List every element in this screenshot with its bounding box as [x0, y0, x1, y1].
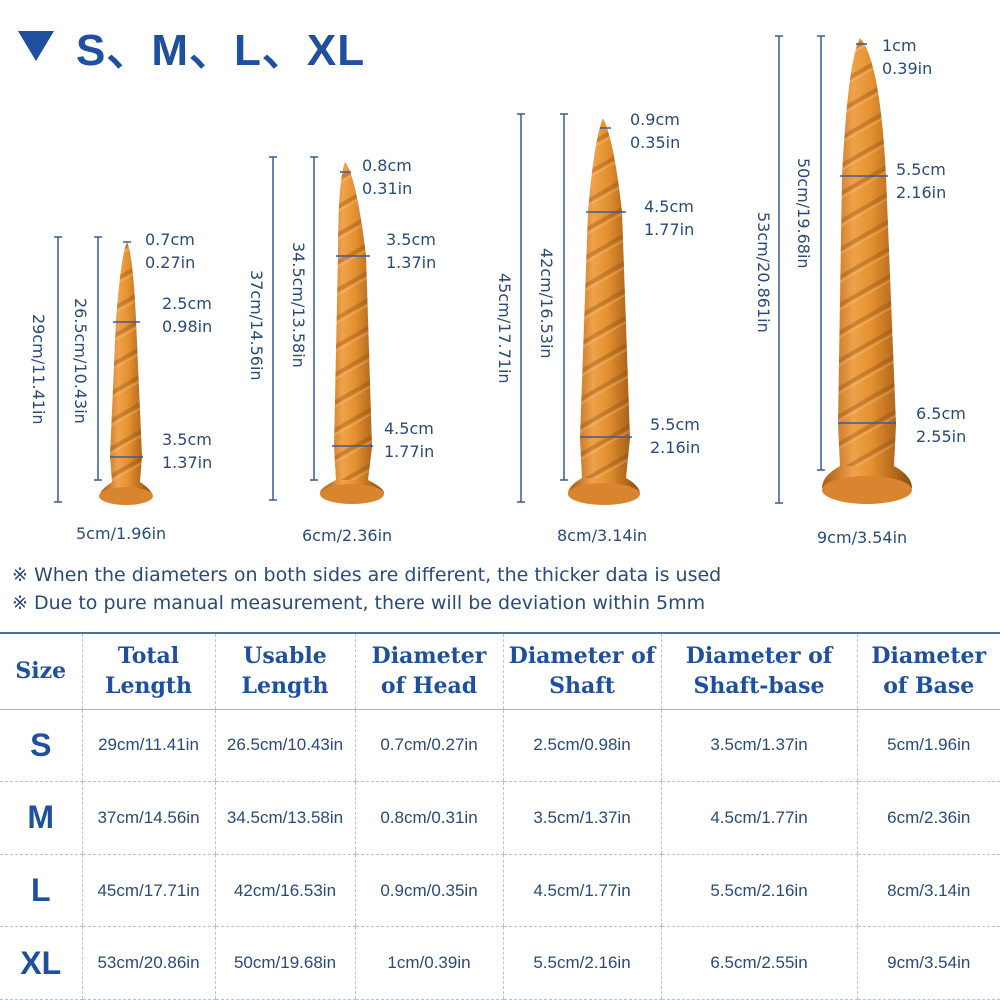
base-diameter-cell: 8cm/3.14in — [856, 854, 1000, 928]
product-l-base-diameter: 8cm/3.14in — [557, 526, 648, 545]
shaft-diameter-cell: 2.5cm/0.98in — [502, 709, 661, 783]
product-xl-total-length: 53cm/20.861in — [754, 212, 773, 333]
shaft-diameter-cell: 5.5cm/2.16in — [502, 926, 661, 1000]
page-header: S、M、L、XL — [18, 14, 365, 78]
size-cell: S — [0, 709, 82, 783]
product-l-dimension-lines — [517, 113, 632, 503]
product-s-usable-length: 26.5cm/10.43in — [71, 298, 90, 424]
head-diameter-cell: 0.9cm/0.35in — [354, 854, 503, 928]
product-s-shaft-base-diameter: 3.5cm 1.37in — [162, 430, 213, 472]
header-total-length: Total Length — [81, 632, 215, 710]
product-xl-base-diameter: 9cm/3.54in — [817, 528, 908, 547]
product-m-head-diameter: 0.8cm 0.31in — [362, 156, 413, 198]
product-diagram — [54, 35, 912, 505]
size-spec-table: Size Total Length Usable Length Diameter… — [0, 632, 1000, 1000]
triangle-down-icon — [18, 31, 54, 61]
header-diameter-shaft: Diameter of Shaft — [502, 632, 661, 710]
header-usable-length: Usable Length — [214, 632, 355, 710]
base-diameter-cell: 9cm/3.54in — [856, 926, 1000, 1000]
header-diameter-shaft-base: Diameter of Shaft-base — [660, 632, 857, 710]
product-xl-usable-length: 50cm/19.68in — [794, 158, 813, 269]
shaft-base-diameter-cell: 6.5cm/2.55in — [660, 926, 857, 1000]
product-l-shape — [568, 118, 640, 505]
head-diameter-cell: 0.7cm/0.27in — [354, 709, 503, 783]
product-m-shaft-base-diameter: 4.5cm 1.77in — [384, 419, 435, 461]
product-xl-shaft-base-diameter: 6.5cm 2.55in — [916, 404, 967, 446]
head-diameter-cell: 0.8cm/0.31in — [354, 781, 503, 855]
product-s-head-diameter: 0.7cm 0.27in — [145, 230, 196, 272]
product-xl-head-diameter: 1cm 0.39in — [882, 36, 933, 78]
product-l-total-length: 45cm/17.71in — [495, 273, 514, 384]
product-m-usable-length: 34.5cm/13.58in — [289, 242, 308, 368]
product-xl-dimension-lines — [775, 35, 896, 504]
product-l-usable-length: 42cm/16.53in — [537, 248, 556, 359]
product-xl-shape — [822, 38, 912, 504]
usable-length-cell: 42cm/16.53in — [214, 854, 355, 928]
table-row: XL 53cm/20.86in 50cm/19.68in 1cm/0.39in … — [0, 926, 1000, 1000]
product-l-head-diameter: 0.9cm 0.35in — [630, 110, 681, 152]
product-m-shape — [320, 162, 384, 504]
total-length-cell: 53cm/20.86in — [81, 926, 215, 1000]
total-length-cell: 45cm/17.71in — [81, 854, 215, 928]
product-l-shaft-diameter: 4.5cm 1.77in — [644, 197, 695, 239]
size-range-title: S、M、L、XL — [76, 26, 366, 75]
size-cell: M — [0, 781, 82, 855]
header-diameter-base: Diameter of Base — [856, 632, 1000, 710]
header-diameter-head: Diameter of Head — [354, 632, 503, 710]
total-length-cell: 37cm/14.56in — [81, 781, 215, 855]
size-cell: L — [0, 854, 82, 928]
table-row: L 45cm/17.71in 42cm/16.53in 0.9cm/0.35in… — [0, 854, 1000, 928]
shaft-diameter-cell: 3.5cm/1.37in — [502, 781, 661, 855]
base-diameter-cell: 5cm/1.96in — [856, 709, 1000, 783]
product-m-base-diameter: 6cm/2.36in — [302, 526, 393, 545]
note-measurement-deviation: ※ Due to pure manual measurement, there … — [12, 592, 706, 614]
shaft-base-diameter-cell: 5.5cm/2.16in — [660, 854, 857, 928]
note-thicker-data: ※ When the diameters on both sides are d… — [12, 564, 722, 586]
product-m-shaft-diameter: 3.5cm 1.37in — [386, 230, 437, 272]
shaft-base-diameter-cell: 3.5cm/1.37in — [660, 709, 857, 783]
product-s-base-diameter: 5cm/1.96in — [76, 524, 167, 543]
usable-length-cell: 26.5cm/10.43in — [214, 709, 355, 783]
usable-length-cell: 50cm/19.68in — [214, 926, 355, 1000]
header-size: Size — [0, 632, 82, 710]
product-l-shaft-base-diameter: 5.5cm 2.16in — [650, 415, 701, 457]
product-m-total-length: 37cm/14.56in — [247, 270, 266, 381]
shaft-diameter-cell: 4.5cm/1.77in — [502, 854, 661, 928]
product-m-dimension-lines — [269, 156, 373, 501]
product-s-dimension-lines — [54, 236, 143, 503]
head-diameter-cell: 1cm/0.39in — [354, 926, 503, 1000]
table-row: S 29cm/11.41in 26.5cm/10.43in 0.7cm/0.27… — [0, 709, 1000, 783]
product-s-shape — [99, 242, 153, 505]
table-header-row: Size Total Length Usable Length Diameter… — [0, 632, 1000, 710]
product-s-total-length: 29cm/11.41in — [29, 314, 48, 425]
total-length-cell: 29cm/11.41in — [81, 709, 215, 783]
product-xl-shaft-diameter: 5.5cm 2.16in — [896, 160, 947, 202]
size-cell: XL — [0, 926, 82, 1000]
table-row: M 37cm/14.56in 34.5cm/13.58in 0.8cm/0.31… — [0, 781, 1000, 855]
product-s-shaft-diameter: 2.5cm 0.98in — [162, 294, 213, 336]
base-diameter-cell: 6cm/2.36in — [856, 781, 1000, 855]
shaft-base-diameter-cell: 4.5cm/1.77in — [660, 781, 857, 855]
usable-length-cell: 34.5cm/13.58in — [214, 781, 355, 855]
